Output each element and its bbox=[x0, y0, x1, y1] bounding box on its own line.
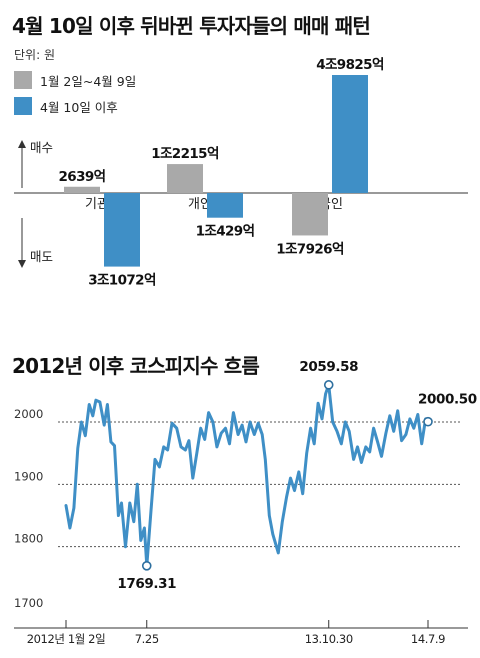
bar-value-label: 1조2215억 bbox=[151, 146, 219, 162]
axis-buy-arrow bbox=[18, 140, 26, 148]
bar-period2-0 bbox=[104, 193, 140, 267]
annotation-label: 2000.50 bbox=[418, 392, 477, 408]
bar-period2-2 bbox=[332, 75, 368, 193]
axis-buy-label: 매수 bbox=[30, 140, 53, 155]
bar-value-label: 1조429억 bbox=[196, 224, 255, 240]
bar-period1-1 bbox=[167, 164, 203, 193]
bar-value-label: 2639억 bbox=[59, 169, 106, 185]
bar-value-label: 1조7926억 bbox=[276, 241, 344, 257]
axis-sell-label: 매도 bbox=[30, 249, 53, 264]
x-tick-label: 7.25 bbox=[135, 632, 159, 646]
chart1-title: 4월 10일 이후 뒤바뀐 투자자들의 매매 패턴 bbox=[12, 14, 371, 38]
y-tick-label: 2000 bbox=[14, 407, 43, 421]
legend-label-period2: 4월 10일 이후 bbox=[40, 99, 118, 115]
bar-period1-2 bbox=[292, 193, 328, 236]
y-tick-label: 1700 bbox=[14, 596, 43, 610]
legend-label-period1: 1월 2일~4월 9일 bbox=[40, 73, 137, 89]
x-tick-label: 14.7.9 bbox=[411, 632, 445, 646]
annotation-label: 2059.58 bbox=[299, 359, 358, 375]
x-tick-label: 2012년 1월 2일 bbox=[27, 632, 106, 646]
investor-bar-chart: 매수매도기관개인외국인2639억1조2215억1조7926억3조1072억1조4… bbox=[14, 57, 468, 289]
category-label: 기관 bbox=[85, 197, 109, 212]
bar-value-label: 4조9825억 bbox=[316, 57, 384, 73]
bar-period1-0 bbox=[64, 186, 100, 193]
axis-sell-arrow bbox=[18, 260, 26, 268]
y-tick-label: 1900 bbox=[14, 469, 43, 483]
kospi-line bbox=[64, 383, 430, 568]
legend-item-period2: 4월 10일 이후 bbox=[14, 96, 118, 116]
unit-label: 단위: 원 bbox=[14, 48, 55, 62]
bar-period2-1 bbox=[207, 193, 243, 218]
x-tick-label: 13.10.30 bbox=[305, 632, 353, 646]
annotation-marker bbox=[423, 416, 433, 427]
kospi-line-chart: 1700 1800 1900 2000 2012년 1월 2일 7.25 13.10.30 1… bbox=[14, 359, 477, 646]
annotation-marker bbox=[323, 380, 334, 390]
bar-value-label: 3조1072억 bbox=[88, 273, 156, 289]
y-tick-label: 1800 bbox=[14, 532, 43, 546]
legend-swatch-blue bbox=[14, 97, 32, 115]
legend-item-period1: 1월 2일~4월 9일 bbox=[14, 70, 136, 90]
chart2-title: 2012년 이후 코스피지수 흐름 bbox=[12, 354, 260, 378]
annotation-label: 1769.31 bbox=[117, 576, 176, 592]
legend-swatch-gray bbox=[14, 71, 32, 89]
category-label: 개인 bbox=[188, 197, 212, 212]
annotation-marker bbox=[141, 560, 152, 571]
